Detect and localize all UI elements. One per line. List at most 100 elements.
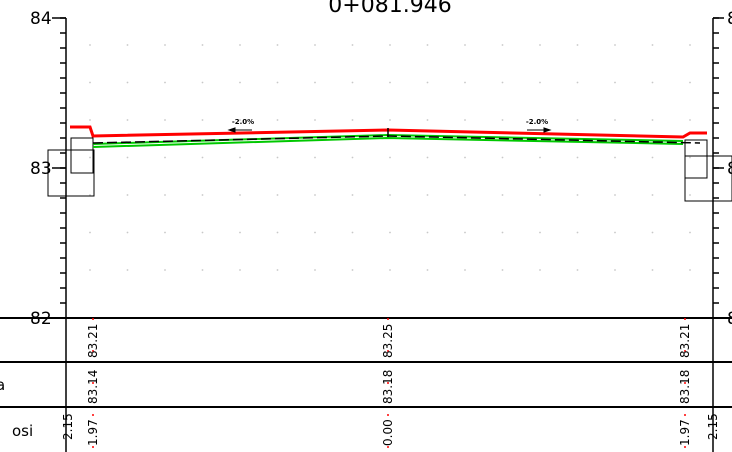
band-value-left: 83.14 [86,370,100,404]
station-title: 0+081.946 [328,0,451,18]
grid-dot [351,81,354,84]
offset-far-left: 2.15 [61,413,75,440]
grid-dot [314,81,316,84]
grid-dot [126,194,129,196]
offset-far-right: 2.15 [706,413,720,440]
grid-dot [276,231,279,234]
grid-dot [426,269,429,271]
grid-dot [614,194,616,196]
grid-dot [614,269,616,271]
grid-dot [539,194,541,196]
grid-dot [576,269,579,271]
grid-dot [651,231,654,234]
grid-dot [164,194,166,196]
grid-dot [689,156,691,159]
grid-dot [689,44,691,46]
right-axis [712,17,724,452]
grid-dot [89,44,91,46]
slope-arrow-right [527,127,552,133]
grid-dot [389,194,391,196]
grid-dot [501,231,504,234]
grid-dot [614,231,616,234]
grid-dot [689,269,691,271]
band-value-center: 83.18 [381,370,395,404]
grid-dot [351,119,354,121]
grid-dot [351,156,354,159]
grid-dot [501,269,504,271]
grid-dot [239,231,241,234]
grid-dot [276,194,279,196]
grid-dot [501,119,504,121]
grid-dot [689,119,691,121]
grid-dot [426,81,429,84]
grid-dot [276,269,279,271]
grid-dot [201,231,204,234]
right-curb-blocks [684,139,732,202]
grid-dot [201,156,204,159]
grid-dot [464,119,466,121]
grid-dot [276,119,279,121]
grid-dot [126,119,129,121]
grid-dot [201,269,204,271]
row-label-bottom: osi [12,422,33,440]
row-label-mid: a [0,376,5,394]
grid-dot [426,156,429,159]
axis-label-right-top: 8 [727,9,732,29]
grid-dot [426,119,429,121]
grid-dot [351,231,354,234]
grid-dot [351,44,354,46]
grid-dot [164,81,166,84]
grid-dot [201,81,204,84]
grid-dot [389,44,391,46]
grid-dot [464,194,466,196]
grid-dot [89,119,91,121]
slope-label-left: -2.0% [232,118,254,126]
grid-dot [201,44,204,46]
grid-dot [576,156,579,159]
band-value-center-top: 83.25 [381,324,395,358]
grid-dot [351,194,354,196]
grid-dot [464,44,466,46]
grid-dot [89,269,91,271]
grid-dot [126,156,129,159]
grid-dot [89,156,91,159]
grid-dot [539,269,541,271]
grid-dot [314,44,316,46]
grid-dot [201,119,204,121]
grid-dot [539,156,541,159]
grid-dot [276,81,279,84]
offset-right: 1.97 [678,419,692,446]
grid-dot [276,156,279,159]
grid-dot [389,231,391,234]
grid-dot [239,119,241,121]
slope-label-right: -2.0% [526,118,548,126]
grid-dot [501,81,504,84]
grid-dot [239,44,241,46]
grid-dot [539,81,541,84]
band-value-right-top: 83.21 [678,324,692,358]
grid-dot [576,81,579,84]
grid-dot [164,119,166,121]
grid-dot [239,156,241,159]
grid-dot [464,156,466,159]
grid-dot [276,44,279,46]
axis-label-83: 83 [30,159,52,179]
grid-dot [126,269,129,271]
grid-dot [614,119,616,121]
grid-dot [164,44,166,46]
grid-dots [89,44,691,271]
left-axis [52,17,67,452]
grid-dot [651,156,654,159]
grid-dot [351,269,354,271]
grid-dot [89,194,91,196]
grid-dot [539,231,541,234]
band-value-right: 83.18 [678,370,692,404]
grid-dot [651,81,654,84]
grid-dot [89,231,91,234]
grid-dot [426,44,429,46]
grid-dot [314,231,316,234]
grid-dot [539,44,541,46]
grid-dot [576,231,579,234]
grid-dot [389,269,391,271]
grid-dot [576,44,579,46]
